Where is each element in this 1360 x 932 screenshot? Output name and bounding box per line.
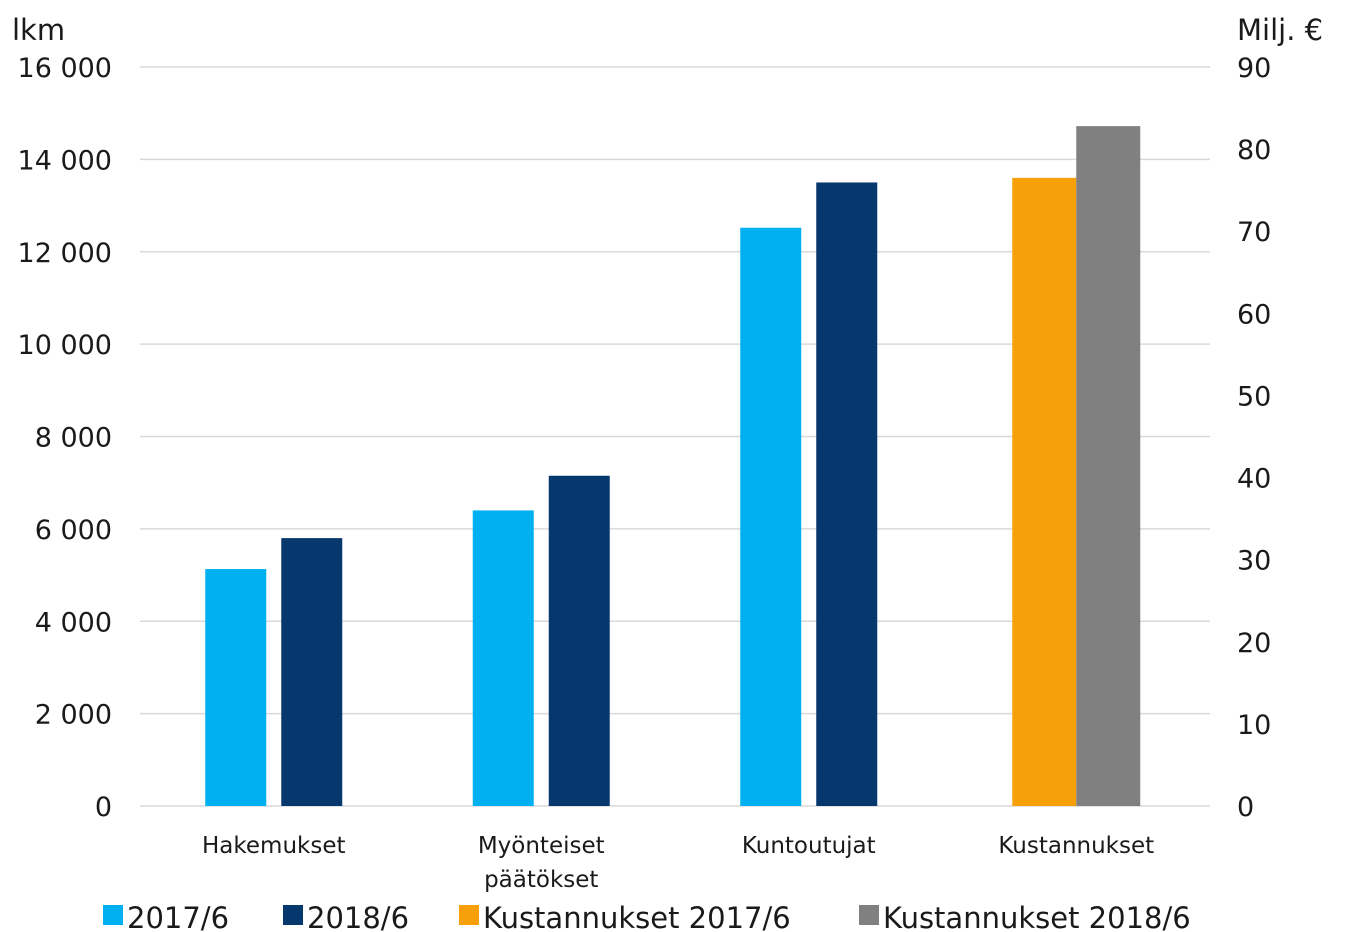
right-tick-label: 50 — [1237, 381, 1271, 412]
category-label: Kuntoutujat — [742, 833, 876, 859]
legend-label: Kustannukset 2017/6 — [483, 901, 791, 932]
bar-2-2 — [548, 475, 610, 806]
legend-swatch — [859, 905, 879, 925]
category-label: Hakemukset — [202, 833, 346, 859]
bar-1-1 — [205, 569, 267, 806]
bar-2-1 — [472, 510, 534, 806]
right-axis-unit-label: Milj. € — [1237, 13, 1323, 47]
right-axis-ticks: 90 80 70 60 50 40 30 20 10 0 — [1237, 53, 1271, 823]
legend-swatch — [103, 905, 123, 925]
legend-label: Kustannukset 2018/6 — [883, 901, 1191, 932]
right-tick-label: 0 — [1237, 792, 1254, 823]
left-tick-label: 12 000 — [18, 238, 112, 269]
left-axis-unit-label: lkm — [12, 13, 65, 47]
left-axis-ticks: 16 000 14 000 12 000 10 000 8 000 6 000 4 000 2… — [18, 53, 112, 823]
left-tick-label: 14 000 — [18, 145, 112, 176]
legend: 2017/6 2018/6 Kustannukset 2017/6 Kustannuk… — [103, 901, 1191, 932]
left-tick-label: 10 000 — [18, 330, 112, 361]
right-tick-label: 20 — [1237, 628, 1271, 659]
left-tick-label: 8 000 — [35, 423, 112, 454]
right-tick-label: 10 — [1237, 710, 1271, 741]
category-label: Kustannukset — [998, 833, 1154, 859]
legend-label: 2018/6 — [307, 901, 409, 932]
legend-label: 2017/6 — [127, 901, 229, 932]
bar-4-3 — [1012, 177, 1077, 807]
bars — [205, 126, 1141, 807]
legend-swatch — [459, 905, 479, 925]
category-labels: Hakemukset Myönteiset päätökset Kuntoutujat… — [202, 833, 1154, 893]
legend-swatch — [283, 905, 303, 925]
right-tick-label: 70 — [1237, 217, 1271, 248]
category-label: Myönteiset — [478, 833, 605, 859]
right-tick-label: 30 — [1237, 546, 1271, 577]
left-tick-label: 4 000 — [35, 607, 112, 638]
right-tick-label: 90 — [1237, 53, 1271, 84]
right-tick-label: 40 — [1237, 464, 1271, 495]
bar-4-4 — [1076, 126, 1141, 807]
right-tick-label: 80 — [1237, 135, 1271, 166]
category-label: päätökset — [484, 867, 598, 893]
bar-3-1 — [740, 227, 802, 807]
left-tick-label: 16 000 — [18, 53, 112, 84]
left-tick-label: 0 — [95, 792, 112, 823]
left-tick-label: 6 000 — [35, 515, 112, 546]
right-tick-label: 60 — [1237, 299, 1271, 330]
bar-1-2 — [281, 538, 343, 806]
bar-3-2 — [816, 182, 878, 806]
left-tick-label: 2 000 — [35, 700, 112, 731]
